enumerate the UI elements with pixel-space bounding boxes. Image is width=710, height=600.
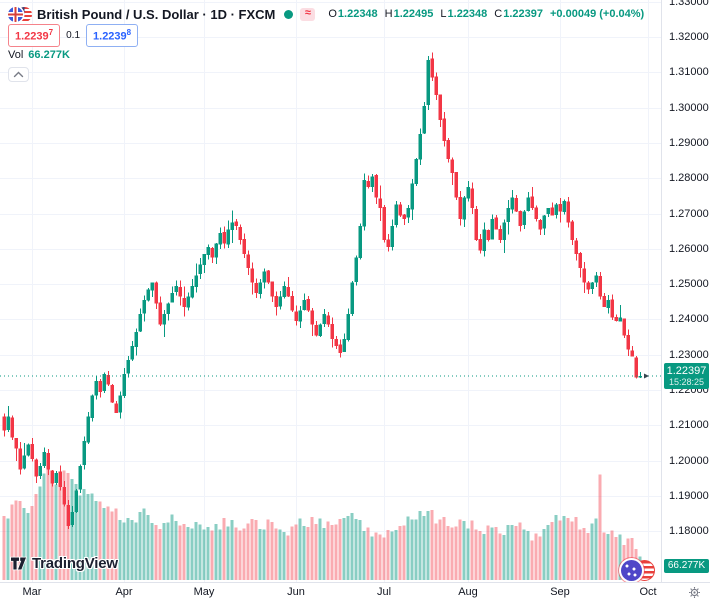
price-tick-label: 1.32000 [669, 31, 709, 43]
open-label: O [328, 8, 337, 20]
price-tick-label: 1.28000 [669, 172, 709, 185]
tradingview-logo-text: TradingView [32, 555, 118, 572]
change-value: +0.00049 (+0.04%) [550, 8, 645, 20]
bid-price-button[interactable]: 1.22397 [8, 24, 61, 47]
price-tick-label: 1.21000 [669, 419, 709, 432]
ohlc-values: O 1.22348 H 1.22495 L 1.22348 C 1.22397 +0.0… [328, 8, 644, 20]
gbp-flag-icon [8, 6, 23, 22]
volume-axis-badge: 66.277K [664, 559, 709, 573]
gbp-flag-watermark-icon [621, 560, 642, 581]
price-tick-label: 1.20000 [669, 454, 709, 467]
tradingview-logo[interactable]: TradingView [10, 555, 118, 572]
volume-label: Vol [8, 49, 24, 61]
high-value: 1.22495 [393, 8, 434, 20]
month-tick-label: Mar [22, 586, 42, 598]
candles [2, 52, 642, 529]
price-tick-label: 1.25000 [669, 278, 709, 291]
low-label: L [440, 8, 447, 20]
price-axis[interactable]: 66.277K 1.33000 1.32000 1.31000 1.30000 1.29… [661, 0, 710, 582]
chevron-up-icon [13, 71, 24, 78]
last-price-badge: 1.22397 15:28:25 [664, 362, 709, 389]
bar-countdown: 15:28:25 [668, 376, 705, 387]
price-tick-label: 1.29000 [669, 136, 709, 149]
price-tick-label: 1.33000 [669, 0, 709, 8]
month-tick-label: Sep [550, 586, 570, 598]
delayed-data-icon[interactable]: ≈ [300, 7, 316, 21]
month-tick-label: Jun [287, 586, 305, 598]
price-tick-label: 1.24000 [669, 313, 709, 326]
price-tick-label: 1.31000 [669, 66, 709, 79]
price-tick-label: 1.19000 [669, 489, 709, 502]
volume-value: 66.277K [28, 49, 70, 61]
gbpusd-pair-flags-icon [8, 6, 32, 22]
pair-logo-watermark [621, 560, 663, 582]
spread-value: 0.1 [66, 30, 81, 41]
month-tick-label: Oct [639, 586, 657, 598]
close-label: C [494, 8, 503, 20]
tradingview-logo-icon [10, 556, 27, 571]
price-tick-label: 1.26000 [669, 242, 709, 255]
gear-icon [688, 586, 700, 598]
month-tick-label: Aug [458, 586, 478, 598]
last-price-value: 1.22397 [666, 364, 707, 377]
legend-collapse-button[interactable] [8, 67, 29, 82]
price-tick-label: 1.23000 [669, 348, 709, 361]
last-price-marker [644, 373, 649, 379]
open-value: 1.22348 [337, 8, 378, 20]
price-pane[interactable] [0, 0, 661, 582]
volume-legend-row: Vol 66.277K [8, 49, 644, 61]
legend-title-row: British Pound / U.S. Dollar · 1D · FXCM … [8, 5, 644, 23]
price-tick-label: 1.18000 [669, 525, 709, 538]
market-open-dot-icon [284, 9, 294, 19]
month-tick-label: May [193, 586, 215, 598]
ask-price-button[interactable]: 1.22398 [86, 24, 139, 47]
price-tick-label: 1.30000 [669, 101, 709, 114]
close-value: 1.22397 [503, 8, 543, 20]
axis-settings-button[interactable] [687, 585, 701, 599]
month-tick-label: Jul [376, 586, 392, 598]
symbol-title[interactable]: British Pound / U.S. Dollar · 1D · FXCM [37, 6, 276, 22]
volume-bars [2, 462, 642, 580]
bid-ask-row: 1.22397 0.1 1.22398 [8, 24, 644, 47]
month-tick-label: Apr [115, 586, 133, 598]
chart-legend: British Pound / U.S. Dollar · 1D · FXCM … [8, 5, 644, 82]
low-value: 1.22348 [447, 8, 488, 20]
grid-lines [0, 0, 661, 582]
high-label: H [384, 8, 393, 20]
price-tick-label: 1.27000 [669, 207, 709, 220]
time-axis[interactable]: Mar Apr May Jun Jul Aug Sep Oct [0, 582, 710, 600]
